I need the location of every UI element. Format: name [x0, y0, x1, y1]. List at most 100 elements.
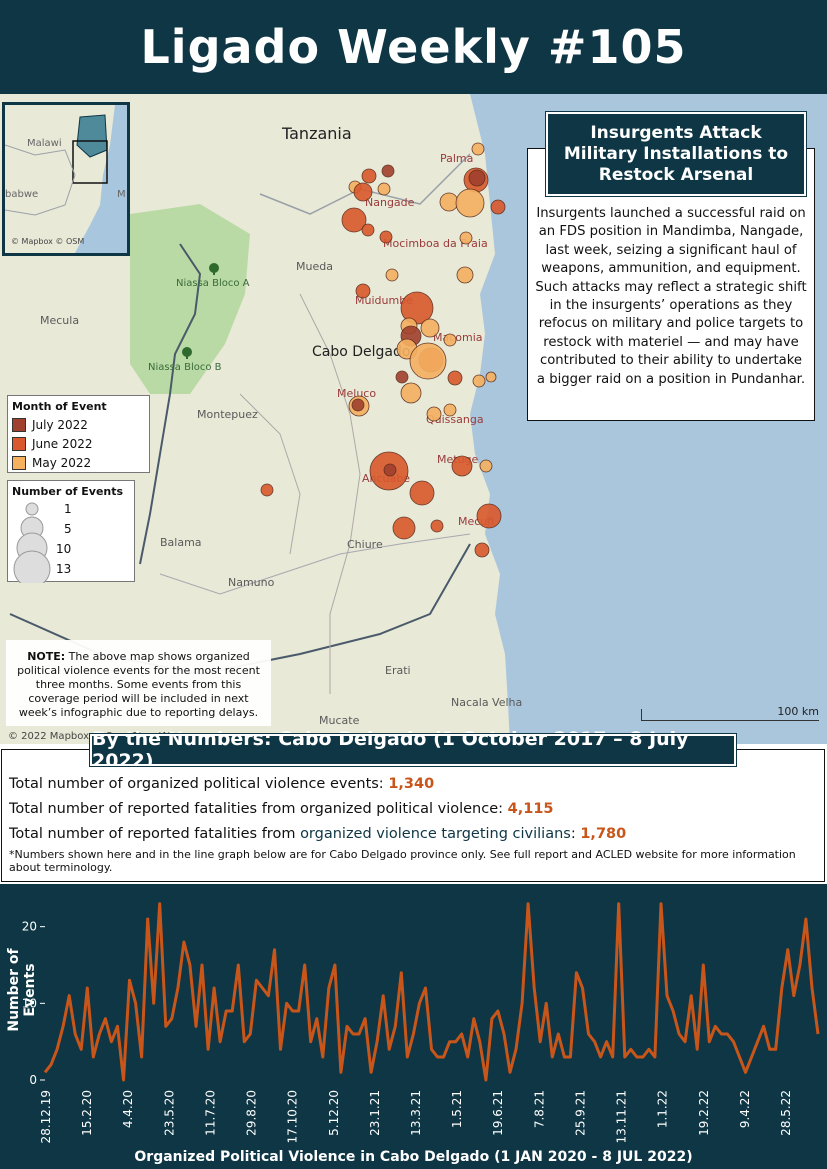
- event-marker-may[interactable]: [471, 142, 485, 156]
- legend-size-label-1: 1: [64, 502, 72, 516]
- event-marker-june[interactable]: [355, 283, 371, 299]
- y-tick-label: 0: [29, 1073, 37, 1087]
- x-tick-label: 28.5.22: [779, 1090, 793, 1136]
- event-marker-june[interactable]: [361, 223, 375, 237]
- stat-fatalities: Total number of reported fatalities from…: [9, 797, 816, 822]
- stat-civilian-colon: :: [570, 826, 581, 842]
- legend-swatch-july: [12, 417, 26, 432]
- event-marker-june[interactable]: [474, 542, 490, 558]
- event-marker-july[interactable]: [395, 370, 409, 384]
- chart-x-label: Organized Political Violence in Cabo Del…: [134, 1149, 693, 1165]
- x-tick-label: 7.8.21: [532, 1090, 546, 1128]
- event-marker-may[interactable]: [443, 403, 457, 417]
- place-cabo-delgado: Cabo Delgado: [312, 344, 411, 360]
- event-marker-may[interactable]: [443, 333, 457, 347]
- place-erati: Erati: [385, 664, 411, 677]
- place-meluco: Meluco: [337, 387, 377, 400]
- map-note: NOTE: The above map shows organized poli…: [6, 640, 271, 726]
- inset-label-malawi: Malawi: [27, 138, 62, 149]
- event-marker-may[interactable]: [400, 382, 422, 404]
- event-marker-may[interactable]: [420, 318, 440, 338]
- x-tick-label: 28.12.19: [39, 1090, 53, 1143]
- place-palma: Palma: [440, 152, 474, 165]
- x-tick-label: 1.5.21: [450, 1090, 464, 1128]
- stat-events-label: Total number of organized political viol…: [9, 776, 389, 792]
- event-marker-june[interactable]: [409, 480, 435, 506]
- event-marker-june[interactable]: [260, 483, 274, 497]
- event-marker-july[interactable]: [383, 463, 397, 477]
- event-marker-may[interactable]: [485, 371, 497, 383]
- event-marker-june[interactable]: [379, 230, 393, 244]
- event-marker-july[interactable]: [351, 398, 365, 412]
- legend-month: Month of Event July 2022 June 2022 May 2…: [7, 395, 150, 473]
- place-nacala: Nacala Velha: [451, 696, 523, 709]
- x-tick-label: 15.2.20: [80, 1090, 94, 1136]
- event-marker-may[interactable]: [377, 182, 391, 196]
- event-marker-june[interactable]: [447, 370, 463, 386]
- event-marker-may[interactable]: [456, 266, 474, 284]
- legend-size-label-5: 5: [64, 522, 72, 536]
- x-tick-label: 9.4.22: [738, 1090, 752, 1128]
- x-tick-label: 25.9.21: [573, 1090, 587, 1136]
- note-text: The above map shows organized political …: [17, 650, 260, 719]
- legend-item-june: June 2022: [8, 434, 149, 453]
- x-tick-label: 23.1.21: [368, 1090, 382, 1136]
- x-tick-label: 19.2.22: [697, 1090, 711, 1136]
- place-mueda: Mueda: [296, 260, 333, 273]
- place-montepuez: Montepuez: [197, 408, 258, 421]
- legend-swatch-june: [12, 436, 26, 451]
- stat-fatalities-label: Total number of reported fatalities from…: [9, 801, 508, 817]
- event-marker-june[interactable]: [451, 455, 473, 477]
- event-marker-june[interactable]: [430, 519, 444, 533]
- page-title: Ligado Weekly #105: [140, 20, 687, 74]
- stat-civilian-label: Total number of reported fatalities from: [9, 826, 301, 842]
- event-marker-may[interactable]: [439, 192, 459, 212]
- event-marker-june[interactable]: [341, 207, 367, 233]
- legend-size-label-10: 10: [56, 542, 72, 556]
- stat-civilian-fatalities: Total number of reported fatalities from…: [9, 822, 816, 847]
- scale-label: 100 km: [777, 705, 819, 718]
- event-marker-june[interactable]: [353, 182, 373, 202]
- event-marker-may[interactable]: [479, 459, 493, 473]
- event-marker-july[interactable]: [468, 169, 486, 187]
- legend-label-june: June 2022: [32, 436, 93, 451]
- inset-map: Malawi babwe M © Mapbox © OSM: [2, 102, 130, 256]
- place-nangade: Nangade: [365, 196, 415, 209]
- map-scale-bar: 100 km: [641, 705, 819, 721]
- x-tick-label: 29.8.20: [245, 1090, 259, 1136]
- y-tick-label: 10: [22, 996, 37, 1010]
- stat-fatalities-value: 4,115: [507, 801, 554, 817]
- event-marker-may[interactable]: [459, 231, 473, 245]
- x-tick-label: 5.12.20: [327, 1090, 341, 1136]
- x-tick-label: 1.1.22: [656, 1090, 670, 1128]
- x-tick-label: 13.11.21: [615, 1090, 629, 1143]
- inset-credit: © Mapbox © OSM: [11, 237, 85, 246]
- event-marker-june[interactable]: [490, 199, 506, 215]
- legend-label-july: July 2022: [32, 417, 88, 432]
- x-tick-label: 17.10.20: [286, 1090, 300, 1143]
- legend-size: Number of Events 1 5 10 13: [7, 480, 135, 583]
- page-header: Ligado Weekly #105: [0, 0, 827, 94]
- event-marker-may[interactable]: [472, 374, 486, 388]
- event-marker-july[interactable]: [381, 164, 395, 178]
- place-namuno: Namuno: [228, 576, 275, 589]
- place-mecula: Mecula: [40, 314, 80, 327]
- event-marker-june[interactable]: [392, 516, 416, 540]
- inset-label-m: M: [117, 189, 126, 200]
- inset-label-zimbabwe: babwe: [5, 189, 39, 200]
- event-marker-june[interactable]: [476, 503, 502, 529]
- event-marker-june[interactable]: [361, 168, 377, 184]
- x-tick-label: 13.3.21: [409, 1090, 423, 1136]
- x-tick-label: 19.6.21: [491, 1090, 505, 1136]
- event-marker-may[interactable]: [455, 188, 485, 218]
- y-tick-label: 20: [22, 920, 37, 934]
- event-marker-may[interactable]: [385, 268, 399, 282]
- place-niassa-b: Niassa Bloco B: [148, 362, 222, 373]
- event-marker-may[interactable]: [426, 406, 442, 422]
- stat-civilian-term-link[interactable]: organized violence targeting civilians: [300, 826, 571, 842]
- place-mucate: Mucate: [319, 714, 360, 727]
- event-marker-may[interactable]: [409, 342, 447, 380]
- numbers-title: By the Numbers: Cabo Delgado (1 October …: [89, 728, 737, 772]
- stat-events: Total number of organized political viol…: [9, 772, 816, 797]
- x-tick-label: 4.4.20: [121, 1090, 135, 1128]
